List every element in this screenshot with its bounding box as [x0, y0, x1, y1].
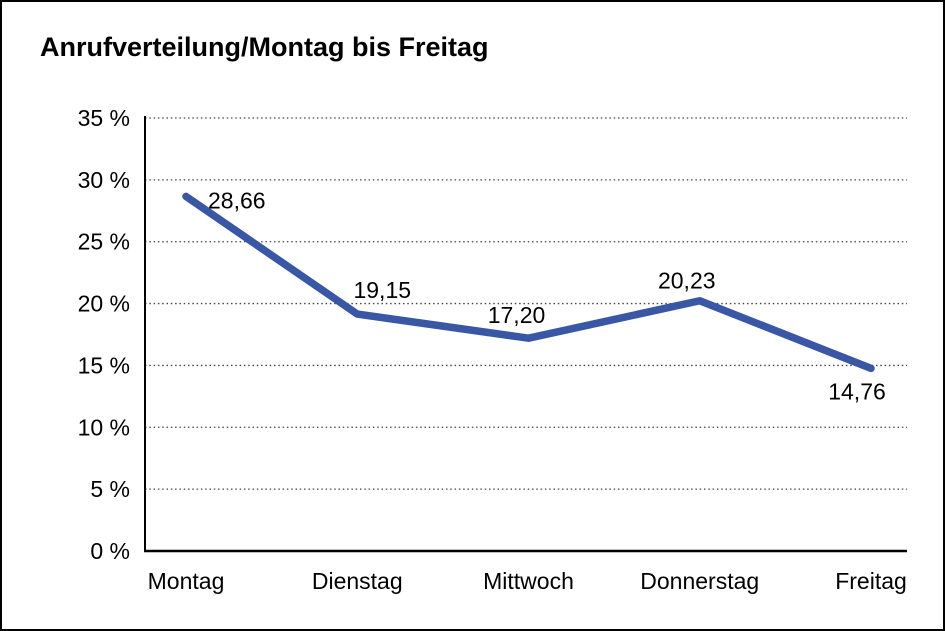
x-category-label: Mittwoch: [483, 568, 574, 594]
y-tick-label: 10 %: [78, 414, 130, 440]
x-category-label: Montag: [148, 568, 225, 594]
data-point-label: 14,76: [828, 378, 886, 404]
data-point-label: 28,66: [208, 187, 266, 213]
y-tick-label: 15 %: [78, 352, 130, 378]
data-point-label: 20,23: [658, 268, 716, 294]
y-tick-label: 0 %: [90, 538, 130, 564]
data-line: [182, 192, 875, 373]
y-tick-label: 5 %: [90, 476, 130, 502]
y-tick-label: 20 %: [78, 291, 130, 317]
chart-title: Anrufverteilung/Montag bis Freitag: [40, 32, 489, 62]
x-axis-labels: Montag Dienstag Mittwoch Donnerstag Freitag: [148, 568, 907, 594]
data-point-labels: 28,66 19,15 17,20 20,23 14,76: [208, 187, 886, 404]
y-tick-label: 30 %: [78, 167, 130, 193]
x-category-label: Dienstag: [312, 568, 403, 594]
data-series: [182, 192, 875, 373]
axes: [144, 116, 907, 553]
y-tick-label: 35 %: [78, 105, 130, 131]
data-point-label: 19,15: [353, 277, 411, 303]
y-axis-labels: 0 % 5 % 10 % 15 % 20 % 25 % 30 % 35 %: [78, 105, 130, 564]
x-category-label: Donnerstag: [640, 568, 759, 594]
data-point-label: 17,20: [488, 302, 546, 328]
y-tick-label: 25 %: [78, 229, 130, 255]
x-category-label: Freitag: [835, 568, 907, 594]
